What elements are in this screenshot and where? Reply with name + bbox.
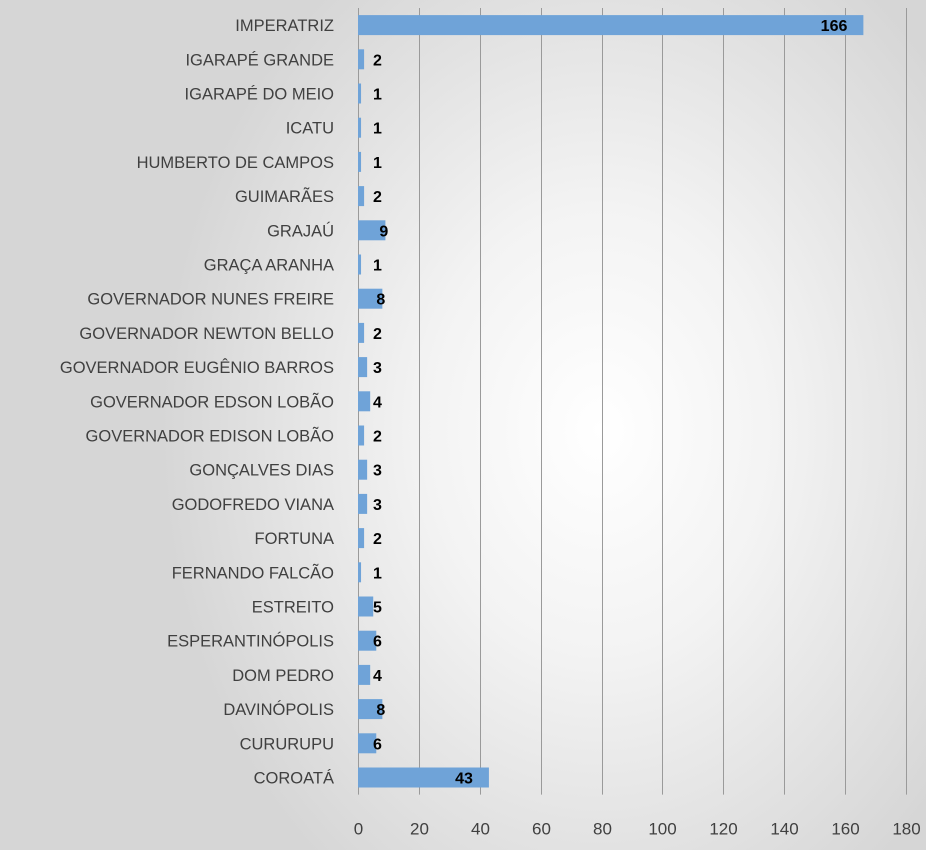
bar (358, 459, 368, 480)
x-tick-label: 120 (709, 820, 737, 839)
data-label: 2 (373, 189, 382, 206)
bar (358, 596, 374, 617)
data-label: 1 (373, 87, 382, 104)
bar (358, 15, 864, 36)
bar (358, 322, 365, 343)
data-label: 2 (373, 429, 382, 446)
data-label: 4 (373, 394, 382, 411)
bar (358, 767, 489, 788)
category-label: FERNANDO FALCÃO (172, 562, 334, 582)
data-label: 5 (373, 600, 382, 617)
data-label: 3 (373, 360, 382, 377)
x-tick-label: 100 (648, 820, 676, 839)
category-label: GOVERNADOR EDSON LOBÃO (90, 391, 334, 411)
bar (358, 391, 371, 412)
bar (358, 630, 377, 651)
category-label: DAVINÓPOLIS (223, 700, 334, 719)
bar (358, 288, 383, 309)
bar (358, 186, 365, 207)
x-tick-label: 160 (831, 820, 859, 839)
category-label: IMPERATRIZ (235, 17, 334, 35)
category-label: IGARAPÉ DO MEIO (185, 85, 335, 104)
bar (358, 49, 365, 70)
data-label: 3 (373, 497, 382, 514)
x-tick-label: 80 (593, 820, 612, 839)
bar (358, 699, 383, 720)
data-label: 9 (379, 223, 388, 240)
data-label: 8 (376, 702, 385, 719)
x-tick-label: 140 (770, 820, 798, 839)
bar (358, 425, 365, 446)
bar (358, 117, 362, 138)
bar (358, 220, 386, 241)
data-label: 1 (373, 121, 382, 138)
category-label: GOVERNADOR NEWTON BELLO (79, 325, 334, 343)
bar (358, 562, 362, 583)
category-label: CURURUPU (240, 735, 334, 753)
category-label: GRAJAÚ (267, 221, 334, 240)
category-label: GUIMARÃES (235, 186, 334, 206)
data-label: 1 (373, 155, 382, 172)
category-label: DOM PEDRO (232, 667, 334, 685)
bars (358, 15, 864, 788)
category-label: GONÇALVES DIAS (189, 462, 334, 480)
data-label: 2 (373, 531, 382, 548)
bar (358, 733, 377, 754)
category-label: GODOFREDO VIANA (172, 496, 334, 514)
category-label: IGARAPÉ GRANDE (185, 50, 334, 69)
data-label: 166 (821, 18, 848, 35)
bar (358, 528, 365, 549)
bar (358, 83, 362, 104)
data-label: 2 (373, 52, 382, 69)
data-label: 6 (373, 634, 382, 651)
x-tick-label: 0 (354, 820, 363, 839)
data-label: 8 (376, 292, 385, 309)
category-label: GOVERNADOR NUNES FREIRE (87, 291, 334, 309)
bar (358, 151, 362, 172)
gridlines (358, 8, 907, 795)
data-labels: 166 2 1 1 1 2 9 1 8 2 3 4 2 3 3 2 1 5 6 4 8 6 43 (373, 18, 847, 787)
data-label: 3 (373, 463, 382, 480)
x-tick-label: 40 (471, 820, 490, 839)
x-axis-ticks: 0 20 40 60 80 100 120 140 160 180 (354, 820, 921, 839)
bar (358, 664, 371, 685)
category-label: HUMBERTO DE CAMPOS (137, 154, 334, 172)
data-label: 6 (373, 736, 382, 753)
data-label: 1 (373, 565, 382, 582)
category-label: FORTUNA (255, 530, 334, 548)
bar (358, 493, 368, 514)
category-labels: IMPERATRIZ IGARAPÉ GRANDE IGARAPÉ DO MEIO I… (60, 17, 334, 787)
category-label: COROATÁ (254, 769, 334, 788)
data-label: 4 (373, 668, 382, 685)
category-label: ESPERANTINÓPOLIS (167, 632, 334, 651)
category-label: ESTREITO (252, 599, 334, 617)
data-label: 43 (455, 771, 473, 788)
category-label: GOVERNADOR EUGÊNIO BARROS (60, 358, 334, 377)
category-label: GOVERNADOR EDISON LOBÃO (86, 426, 335, 446)
bar (358, 357, 368, 378)
x-tick-label: 20 (410, 820, 429, 839)
x-tick-label: 60 (532, 820, 551, 839)
bar (358, 254, 362, 275)
data-label: 2 (373, 326, 382, 343)
category-label: ICATU (286, 120, 334, 138)
category-label: GRAÇA ARANHA (204, 257, 334, 275)
data-label: 1 (373, 258, 382, 275)
x-tick-label: 180 (892, 820, 920, 839)
